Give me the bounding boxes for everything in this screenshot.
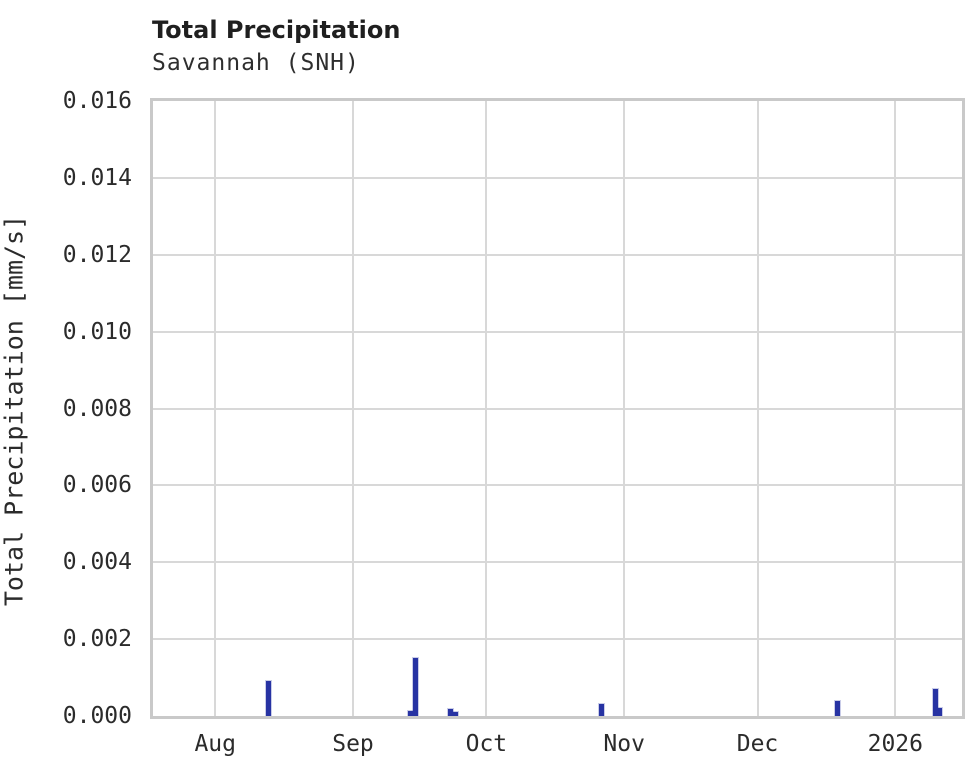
gridline-h (153, 638, 962, 641)
y-tick-label: 0.014 (62, 164, 132, 191)
y-tick-label: 0.010 (62, 318, 132, 345)
chart-title: Total Precipitation (152, 16, 401, 44)
gridline-h (153, 407, 962, 410)
precipitation-bar (448, 709, 454, 716)
gridline-h (153, 330, 962, 333)
gridline-h (153, 176, 962, 179)
chart-subtitle: Savannah (SNH) (152, 50, 360, 76)
gridline-h (153, 484, 962, 487)
gridline-v (485, 101, 488, 716)
precipitation-bar (599, 704, 605, 716)
precipitation-bar (266, 681, 272, 716)
y-tick-label: 0.006 (62, 472, 132, 499)
y-tick-label: 0.004 (62, 549, 132, 576)
gridline-v (894, 101, 897, 716)
precipitation-bar (408, 711, 414, 716)
y-tick-label: 0.016 (62, 88, 132, 114)
x-tick-label: Aug (194, 731, 236, 757)
gridline-h (153, 561, 962, 564)
y-tick-label: 0.000 (62, 703, 132, 729)
x-tick-label: Dec (736, 731, 779, 757)
precipitation-bar (452, 712, 458, 716)
x-tick-label: Sep (332, 731, 374, 757)
gridline-v (756, 101, 759, 716)
gridline-v (623, 101, 626, 716)
y-tick-label: 0.008 (62, 395, 132, 422)
gridline-v (352, 101, 355, 716)
plot-area (150, 98, 965, 719)
gridline-v (214, 101, 217, 716)
x-tick-label: Oct (465, 731, 508, 757)
y-tick-label: 0.002 (62, 626, 132, 653)
precipitation-bar (835, 700, 841, 716)
x-tick-label: 2026 (867, 731, 923, 757)
precipitation-bar (932, 689, 938, 716)
gridline-h (153, 253, 962, 256)
precipitation-bar (937, 708, 943, 716)
y-tick-label: 0.012 (62, 241, 132, 268)
x-tick-label: Nov (603, 731, 645, 757)
precipitation-bar (412, 658, 418, 716)
plot-inner (153, 101, 962, 716)
